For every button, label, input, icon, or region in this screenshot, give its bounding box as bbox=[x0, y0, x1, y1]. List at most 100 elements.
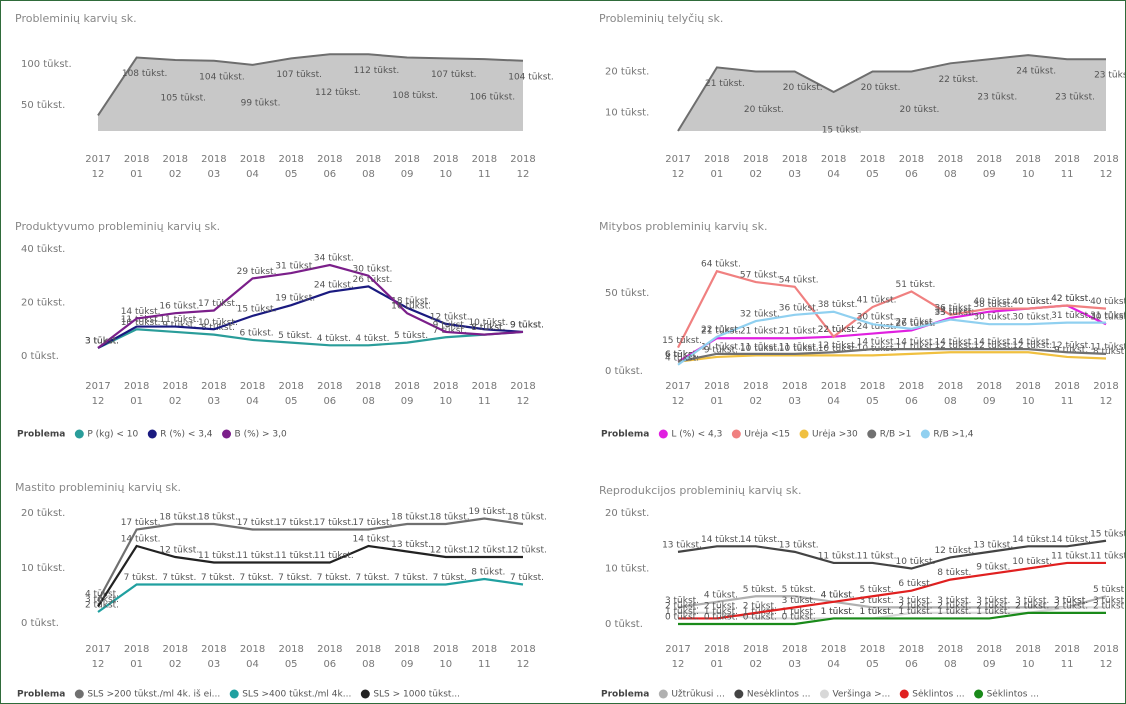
x-tick-year: 2018 bbox=[317, 644, 342, 655]
data-label: 3 tūkst. bbox=[665, 596, 699, 606]
data-label: 4 tūkst. bbox=[85, 590, 119, 600]
data-label: 7 tūkst. bbox=[317, 573, 351, 583]
x-tick-month: 01 bbox=[711, 169, 724, 180]
data-label: 30 tūkst. bbox=[1012, 313, 1052, 323]
data-label: 10 tūkst. bbox=[468, 318, 508, 328]
x-tick-year: 2018 bbox=[860, 644, 885, 655]
x-tick-year: 2018 bbox=[1093, 154, 1118, 165]
x-tick-month: 11 bbox=[478, 396, 491, 407]
line bbox=[677, 310, 1106, 366]
data-label: 21 tūkst. bbox=[740, 327, 780, 337]
x-tick-month: 12 bbox=[672, 659, 685, 670]
data-label: 12 tūkst. bbox=[430, 312, 470, 322]
x-tick-year: 2018 bbox=[782, 644, 807, 655]
x-tick-month: 03 bbox=[788, 659, 801, 670]
data-label: 5 tūkst. bbox=[1093, 585, 1125, 595]
data-label: 30 tūkst. bbox=[1090, 313, 1125, 323]
x-tick-month: 08 bbox=[362, 659, 375, 670]
x-tick-year: 2018 bbox=[201, 644, 226, 655]
x-tick-year: 2018 bbox=[860, 381, 885, 392]
data-label: 21 tūkst. bbox=[705, 79, 745, 89]
legend-label: Nesėklintos ... bbox=[747, 690, 811, 700]
x-tick-month: 12 bbox=[1100, 659, 1113, 670]
x-tick-year: 2018 bbox=[278, 381, 303, 392]
data-label: 3 tūkst. bbox=[937, 596, 971, 606]
data-label: 8 tūkst. bbox=[1093, 347, 1125, 357]
data-label: 36 tūkst. bbox=[779, 303, 819, 313]
x-tick-year: 2018 bbox=[124, 644, 149, 655]
data-label: 14 tūkst. bbox=[740, 535, 780, 545]
x-tick-year: 2018 bbox=[821, 644, 846, 655]
x-tick-month: 09 bbox=[983, 396, 996, 407]
legend-marker bbox=[731, 429, 741, 439]
chart-title: Probleminių karvių sk. bbox=[15, 12, 137, 25]
x-tick-month: 12 bbox=[1100, 169, 1113, 180]
data-label: 17 tūkst. bbox=[198, 299, 238, 309]
data-label: 7 tūkst. bbox=[239, 573, 273, 583]
data-label: 17 tūkst. bbox=[237, 518, 277, 528]
line bbox=[678, 561, 1106, 620]
legend-label: Veršinga >... bbox=[832, 689, 890, 700]
x-tick-month: 08 bbox=[944, 169, 957, 180]
data-label: 3 tūkst. bbox=[85, 595, 119, 605]
data-label: 19 tūkst. bbox=[275, 294, 315, 304]
x-tick-month: 01 bbox=[130, 396, 143, 407]
area-line bbox=[97, 53, 524, 117]
data-label: 14 tūkst. bbox=[121, 307, 161, 317]
data-label: 11 tūkst. bbox=[1090, 342, 1125, 352]
x-tick-month: 10 bbox=[439, 169, 452, 180]
x-tick-year: 2018 bbox=[899, 381, 924, 392]
data-label: 17 tūkst. bbox=[314, 518, 354, 528]
x-tick-year: 2018 bbox=[394, 154, 419, 165]
legend-label: R (%) < 3,4 bbox=[160, 430, 213, 440]
line bbox=[677, 351, 1107, 363]
data-label: 9 tūkst. bbox=[433, 320, 467, 330]
area bbox=[678, 55, 1106, 131]
y-tick-label: 0 tūkst. bbox=[21, 618, 59, 629]
x-tick-year: 2018 bbox=[977, 154, 1002, 165]
data-label: 20 tūkst. bbox=[900, 105, 940, 115]
data-label: 7 tūkst. bbox=[355, 573, 389, 583]
data-label: 42 tūkst. bbox=[1051, 294, 1091, 304]
legend-label: B (%) > 3,0 bbox=[235, 430, 287, 440]
x-tick-month: 08 bbox=[944, 659, 957, 670]
y-tick-label: 20 tūkst. bbox=[605, 67, 649, 78]
data-label: 2 tūkst. bbox=[743, 601, 777, 611]
data-label: 15 tūkst. bbox=[1090, 529, 1125, 539]
x-tick-month: 06 bbox=[323, 659, 336, 670]
data-label: 11 tūkst. bbox=[314, 551, 354, 561]
x-tick-month: 06 bbox=[905, 659, 918, 670]
data-label: 4 tūkst. bbox=[317, 334, 351, 344]
data-label: 1 tūkst. bbox=[821, 607, 855, 617]
legend-marker bbox=[222, 429, 232, 439]
data-label: 18 tūkst. bbox=[430, 513, 470, 523]
data-label: 18 tūkst. bbox=[507, 513, 547, 523]
data-label: 9 tūkst. bbox=[162, 320, 196, 330]
data-label: 38 tūkst. bbox=[818, 300, 858, 310]
data-label: 108 tūkst. bbox=[392, 91, 438, 101]
data-label: 30 tūkst. bbox=[353, 264, 393, 274]
data-label: 9 tūkst. bbox=[510, 320, 544, 330]
legend-title: Problema bbox=[17, 690, 65, 700]
legend-label: L (%) < 4,3 bbox=[671, 430, 722, 440]
data-label: 18 tūkst. bbox=[159, 513, 199, 523]
x-tick-year: 2018 bbox=[472, 154, 497, 165]
x-tick-year: 2018 bbox=[510, 644, 535, 655]
x-tick-year: 2018 bbox=[510, 381, 535, 392]
data-label: 22 tūkst. bbox=[818, 325, 858, 335]
data-label: 7 tūkst. bbox=[433, 573, 467, 583]
data-label: 7 tūkst. bbox=[124, 573, 158, 583]
data-label: 105 tūkst. bbox=[160, 93, 206, 103]
data-label: 20 tūkst. bbox=[744, 105, 784, 115]
data-label: 33 tūkst. bbox=[934, 308, 974, 318]
x-tick-year: 2018 bbox=[821, 154, 846, 165]
data-label: 6 tūkst. bbox=[665, 350, 699, 360]
y-tick-label: 10 tūkst. bbox=[21, 563, 65, 574]
x-tick-year: 2018 bbox=[977, 381, 1002, 392]
area-line bbox=[677, 54, 1106, 132]
legend-label: Sėklintos ... bbox=[987, 690, 1039, 700]
x-tick-year: 2018 bbox=[704, 644, 729, 655]
x-tick-year: 2018 bbox=[1015, 381, 1040, 392]
data-label: 2 tūkst. bbox=[704, 601, 738, 611]
